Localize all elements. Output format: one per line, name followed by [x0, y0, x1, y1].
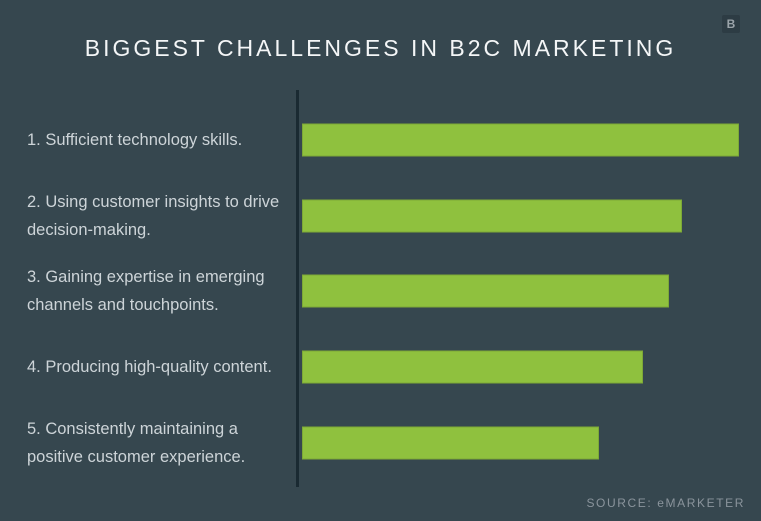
source-credit: SOURCE: eMARKETER: [586, 496, 745, 510]
bar: [302, 274, 669, 308]
brand-logo: B: [722, 15, 740, 33]
category-label: 2. Using customer insights to drive deci…: [27, 192, 280, 239]
category-label: 3. Gaining expertise in emerging channel…: [27, 268, 265, 314]
bar: [302, 350, 643, 384]
bar: [302, 426, 599, 459]
category-label: 1. Sufficient technology skills.: [27, 130, 243, 149]
bar: [302, 199, 682, 232]
chart-title: BIGGEST CHALLENGES IN B2C MARKETING: [84, 35, 677, 61]
brand-logo-letter: B: [726, 17, 736, 31]
axis-line: [296, 90, 299, 487]
category-label: 5. Consistently maintaining a positive c…: [27, 419, 246, 466]
bar: [302, 123, 739, 156]
category-label: 4. Producing high-quality content.: [27, 358, 272, 376]
